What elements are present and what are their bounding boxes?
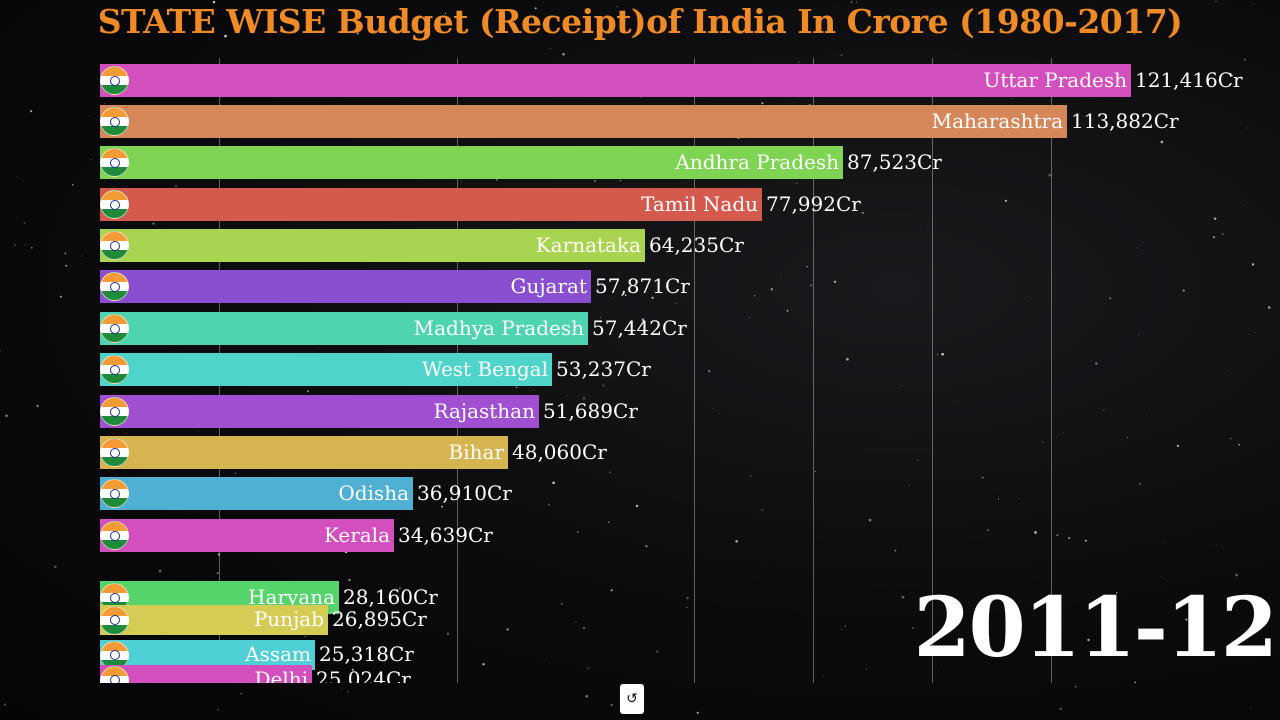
india-flag-icon [100,640,129,670]
bar [100,477,413,510]
bar [100,312,588,345]
bar-category-label: Karnataka [535,232,641,257]
bar-value-label: 77,992Cr [766,191,861,216]
bar-category-label: Madhya Pradesh [413,315,584,340]
bar-value-label: 25,024Cr [316,667,411,683]
gridline [1051,58,1052,683]
bar-value-label: 57,871Cr [595,273,690,298]
gridline [694,58,695,683]
bar-value-label: 87,523Cr [847,149,942,174]
bar-value-label: 113,882Cr [1071,108,1179,133]
india-flag-icon [100,148,129,177]
bar-value-label: 121,416Cr [1135,67,1243,92]
india-flag-icon [100,272,129,301]
bar-value-label: 28,160Cr [343,584,438,609]
chart-title: STATE WISE Budget (Receipt)of India In C… [97,2,1183,41]
india-flag-icon [100,521,129,550]
bar-value-label: 57,442Cr [592,315,687,340]
india-flag-icon [100,438,129,467]
bar [100,146,843,179]
bar-category-label: Odisha [338,480,409,505]
india-flag-icon [100,231,129,260]
bar [100,519,394,552]
gridline [813,58,814,683]
bar-category-label: Uttar Pradesh [983,67,1128,92]
bar-category-label: Gujarat [510,273,587,298]
bar [100,270,591,303]
bar-category-label: Rajasthan [433,398,535,423]
bar-value-label: 26,895Cr [332,607,427,631]
bar [100,105,1067,138]
bar-value-label: 53,237Cr [556,356,651,381]
india-flag-icon [100,107,129,136]
replay-button[interactable]: ↺ [620,684,644,714]
bar [100,229,645,262]
india-flag-icon [100,479,129,508]
bar-category-label: Assam [245,642,311,666]
india-flag-icon [100,314,129,343]
bar-category-label: West Bengal [422,356,548,381]
india-flag-icon [100,355,129,384]
bar-value-label: 51,689Cr [543,398,638,423]
bar-category-label: Delhi [254,667,308,683]
bar-chart: Uttar Pradesh 121,416Cr Maharashtra 113,882… [100,58,1243,683]
bar [100,665,312,683]
bar-value-label: 34,639Cr [398,522,493,547]
india-flag-icon [100,190,129,219]
india-flag-icon [100,605,129,635]
bar-category-label: Haryana [248,584,335,609]
bar [100,353,552,386]
bar [100,188,762,221]
bar-category-label: Andhra Pradesh [675,149,839,174]
gridline [932,58,933,683]
bar-value-label: 25,318Cr [319,642,414,666]
replay-icon: ↺ [626,691,638,707]
bar-category-label: Maharashtra [931,108,1063,133]
bar [100,64,1131,97]
bar-category-label: Kerala [323,522,390,547]
bar [100,436,508,469]
india-flag-icon [100,397,129,426]
bar-category-label: Punjab [253,607,324,631]
bar [100,395,539,428]
year-label: 2011-12 [913,580,1278,676]
bar-value-label: 36,910Cr [417,480,512,505]
bar-category-label: Tamil Nadu [641,191,758,216]
india-flag-icon [100,66,129,95]
bar [100,605,328,635]
bar-category-label: Bihar [448,439,504,464]
bar-value-label: 48,060Cr [512,439,607,464]
bar-value-label: 64,235Cr [649,232,744,257]
